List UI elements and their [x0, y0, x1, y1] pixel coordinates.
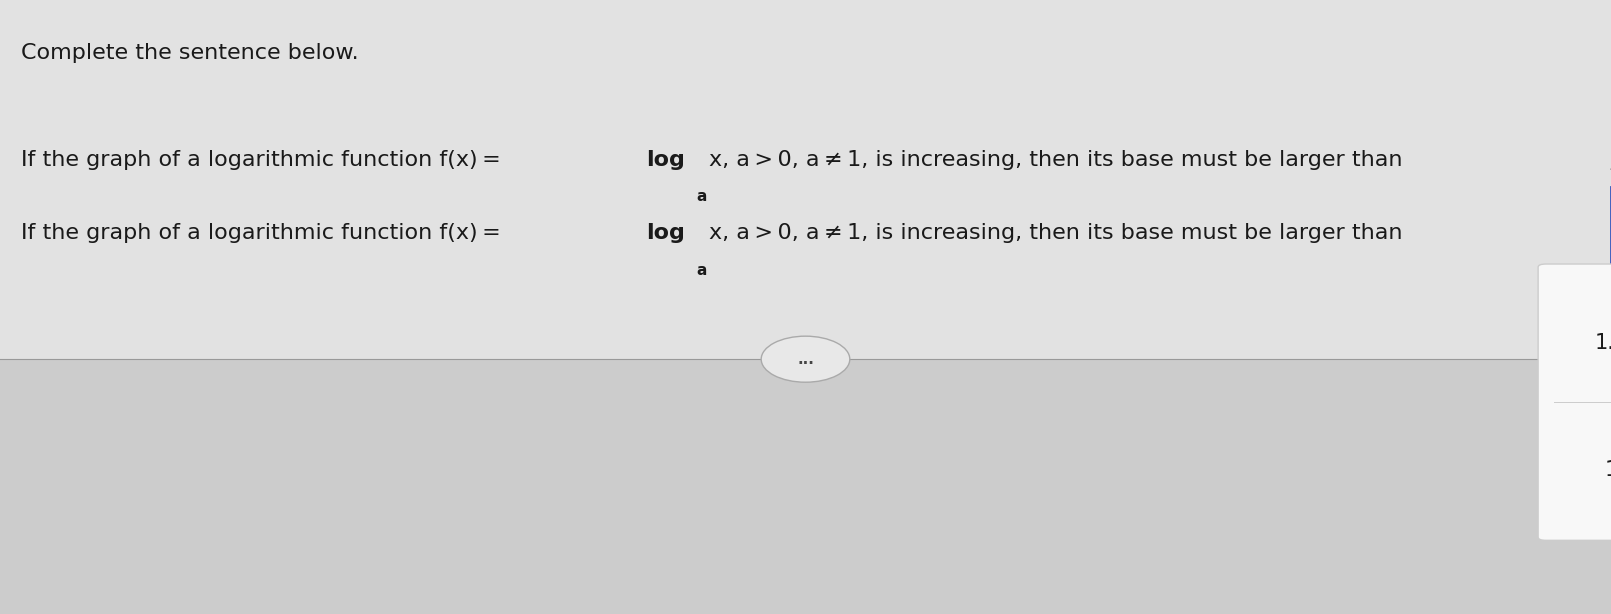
Text: log: log: [646, 150, 685, 169]
Text: 1.: 1.: [1605, 460, 1611, 480]
Text: ...: ...: [797, 352, 814, 367]
Text: x, a > 0, a ≠ 1, is increasing, then its base must be larger than: x, a > 0, a ≠ 1, is increasing, then its…: [709, 150, 1403, 169]
Text: a: a: [696, 263, 706, 278]
FancyBboxPatch shape: [1539, 264, 1611, 540]
Text: x, a > 0, a ≠ 1, is increasing, then its base must be larger than: x, a > 0, a ≠ 1, is increasing, then its…: [709, 223, 1403, 243]
FancyBboxPatch shape: [0, 0, 1611, 359]
Text: Complete the sentence below.: Complete the sentence below.: [21, 43, 359, 63]
Text: log: log: [646, 223, 685, 243]
Text: 1.5.: 1.5.: [1595, 333, 1611, 352]
Text: a: a: [696, 189, 706, 204]
Text: If the graph of a logarithmic function f(x) =: If the graph of a logarithmic function f…: [21, 150, 506, 169]
Ellipse shape: [760, 336, 851, 382]
Text: If the graph of a logarithmic function f(x) =: If the graph of a logarithmic function f…: [21, 223, 506, 243]
